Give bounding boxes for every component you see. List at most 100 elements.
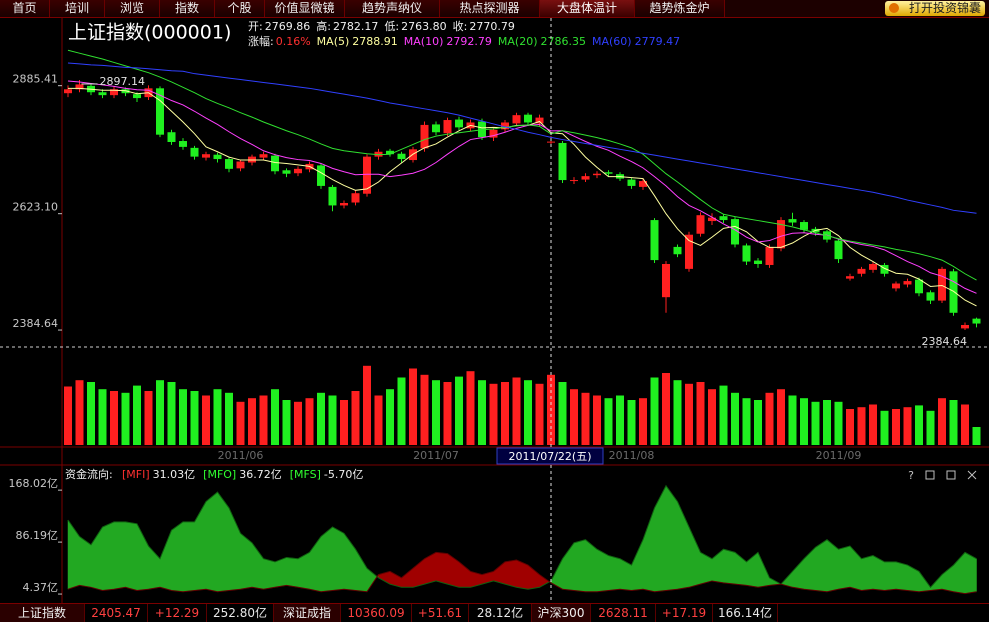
index-amount: 28.12亿 bbox=[469, 604, 532, 622]
chart-title: 上证指数(000001) bbox=[68, 22, 231, 44]
candle-body bbox=[202, 154, 210, 158]
candle-body bbox=[604, 172, 613, 174]
candle-body bbox=[432, 124, 440, 133]
flow-area bbox=[596, 548, 609, 593]
candle-body bbox=[800, 222, 808, 230]
flow-area bbox=[274, 557, 287, 588]
open-tips-button[interactable]: 打开投资锦囊 bbox=[885, 1, 985, 16]
flow-area bbox=[504, 559, 517, 588]
candle-body bbox=[593, 173, 601, 176]
close-icon[interactable] bbox=[967, 470, 977, 480]
y-tick-label: 86.19亿 bbox=[16, 529, 59, 542]
volume-bar bbox=[248, 398, 256, 445]
quote-name: 收: bbox=[453, 19, 468, 33]
volume-bar bbox=[570, 389, 578, 445]
candle-body bbox=[512, 115, 521, 124]
index-change: +12.29 bbox=[148, 604, 207, 622]
flow-area bbox=[861, 555, 874, 591]
volume-bar bbox=[719, 385, 728, 445]
candle-body bbox=[765, 246, 774, 265]
tab[interactable]: 培训 bbox=[50, 0, 105, 17]
flow-area bbox=[332, 526, 345, 591]
tab[interactable]: 个股 bbox=[215, 0, 265, 17]
volume-bar bbox=[167, 382, 176, 445]
volume-bar bbox=[340, 400, 348, 445]
legend-name: [MFO] bbox=[203, 468, 236, 481]
volume-bar bbox=[639, 398, 647, 445]
quote-value: 2769.86 bbox=[265, 20, 311, 33]
volume-bar bbox=[938, 398, 946, 445]
candle-body bbox=[662, 263, 670, 298]
flow-area bbox=[884, 561, 897, 591]
flow-area bbox=[815, 539, 828, 593]
volume-bar bbox=[777, 389, 785, 445]
volume-bar bbox=[225, 392, 233, 445]
volume-bar bbox=[949, 400, 958, 445]
candle-body bbox=[190, 147, 199, 157]
volume-bar bbox=[685, 383, 693, 445]
volume-bar bbox=[650, 377, 659, 445]
flow-line bbox=[67, 551, 977, 595]
volume-bar bbox=[788, 395, 797, 445]
tab[interactable]: 首页 bbox=[0, 0, 50, 17]
volume-bar bbox=[972, 427, 981, 445]
maximize-icon[interactable] bbox=[946, 470, 956, 480]
volume-bar bbox=[926, 410, 935, 445]
tab[interactable]: 热点探测器 bbox=[440, 0, 540, 17]
y-tick-label: 168.02亿 bbox=[9, 477, 59, 490]
candle-body bbox=[915, 279, 923, 294]
quote-value: 2782.17 bbox=[333, 20, 379, 33]
volume-bar bbox=[420, 374, 429, 445]
volume-bar bbox=[144, 391, 153, 445]
legend-value: 2792.79 bbox=[446, 35, 492, 48]
tab[interactable]: 趋势炼金炉 bbox=[635, 0, 725, 17]
candle-body bbox=[317, 165, 325, 186]
volume-bar bbox=[869, 404, 877, 445]
flow-area bbox=[964, 551, 977, 594]
volume-bar bbox=[535, 383, 544, 445]
crosshair-date: 2011/07/22(五) bbox=[509, 450, 592, 463]
volume-bar bbox=[110, 391, 118, 445]
index-price: 10360.09 bbox=[341, 604, 412, 622]
restore-icon[interactable] bbox=[925, 470, 935, 480]
volume-bar bbox=[259, 395, 268, 445]
tab[interactable]: 趋势声纳仪 bbox=[345, 0, 440, 17]
volume-bar bbox=[823, 400, 831, 445]
candle-body bbox=[570, 180, 578, 182]
candle-body bbox=[754, 260, 762, 264]
quote-name: 低: bbox=[384, 20, 399, 33]
volume-bar bbox=[75, 380, 84, 445]
tab[interactable]: 大盘体温计 bbox=[540, 0, 635, 17]
candle-body bbox=[351, 193, 360, 203]
volume-bar bbox=[742, 398, 751, 445]
y-tick-label: 2384.64 bbox=[13, 317, 59, 330]
volume-bar bbox=[754, 400, 762, 445]
volume-bar bbox=[501, 382, 509, 445]
tab[interactable]: 指数 bbox=[160, 0, 215, 17]
volume-bar bbox=[478, 380, 486, 445]
change-name: 涨幅: bbox=[248, 35, 274, 48]
status-bar: 上证指数 2405.47 +12.29 252.80亿 深证成指 10360.0… bbox=[0, 603, 989, 622]
high-label: 2897.14 bbox=[100, 75, 146, 88]
candle-body bbox=[294, 168, 302, 174]
candle-body bbox=[133, 94, 141, 99]
index-amount: 166.14亿 bbox=[713, 604, 778, 622]
volume-bar bbox=[282, 400, 291, 445]
candle-body bbox=[397, 153, 406, 160]
x-tick-label: 2011/06 bbox=[218, 449, 264, 462]
tab[interactable]: 浏览 bbox=[105, 0, 160, 17]
flow-area bbox=[113, 521, 126, 590]
y-tick-label: 2885.41 bbox=[13, 73, 59, 86]
flow-area bbox=[182, 521, 195, 593]
volume-bar bbox=[156, 380, 164, 445]
tab[interactable]: 价值显微镜 bbox=[265, 0, 345, 17]
legend-value: 31.03亿 bbox=[153, 468, 196, 481]
help-icon[interactable]: ? bbox=[908, 469, 914, 482]
volume-bar bbox=[64, 386, 72, 445]
volume-bar bbox=[811, 401, 820, 445]
candle-body bbox=[581, 176, 590, 180]
volume-bar bbox=[846, 409, 854, 445]
candle-body bbox=[524, 114, 532, 123]
candle-body bbox=[386, 150, 394, 155]
flow-area bbox=[102, 521, 115, 591]
